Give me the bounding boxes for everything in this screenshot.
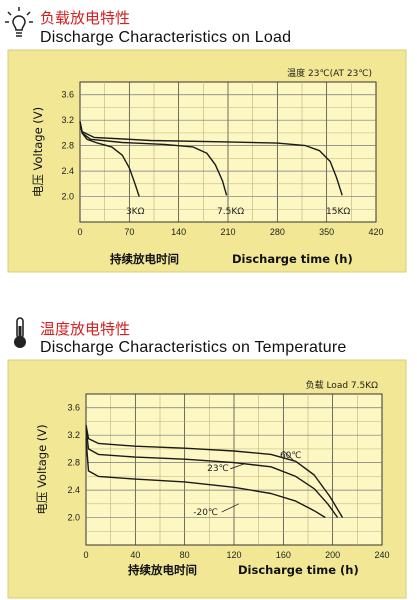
y-tick-label: 2.0 [67,513,80,523]
chart-title-cn: 负载放电特性 [40,9,131,27]
x-axis-label-en: Discharge time (h) [238,563,359,577]
x-tick-label: 200 [325,550,340,560]
x-tick-label: 240 [374,550,389,560]
series-label: 60℃ [280,451,302,461]
x-tick-label: 40 [130,550,140,560]
x-tick-label: 420 [368,227,383,237]
y-tick-label: 3.2 [67,430,80,440]
series-label: 3KΩ [126,207,145,217]
lightbulb-icon [5,7,33,37]
series-label: 23℃ [207,464,229,474]
annotation-pointer [221,503,240,513]
thermometer-icon [14,317,26,348]
x-tick-label: 350 [319,227,334,237]
x-tick-label: 0 [83,550,88,560]
temperature-discharge-chart: 0 40 80 120 160 200 240 2.0 2.4 2.8 3.2 3.6 电压 Volta… [7,359,407,599]
annotation-pointer [283,450,294,461]
x-tick-label: 0 [77,227,82,237]
chart-title-en: Discharge Characteristics on Temperature [40,339,347,356]
x-tick-label: 160 [276,550,291,560]
temperature-chart-section: 温度放电特性 Discharge Characteristics on Temp… [0,312,417,600]
x-tick-label: 140 [171,227,186,237]
y-tick-label: 2.8 [67,458,80,468]
series-line-0 [85,424,344,518]
series-line-2 [79,121,343,196]
y-tick-label: 2.0 [61,192,74,202]
x-axis-label-cn: 持续放电时间 [128,563,197,577]
series-label: -20℃ [193,508,218,518]
y-tick-label: 3.6 [67,403,80,413]
condition-note: 温度 23℃(AT 23℃) [287,67,372,79]
y-axis-label: 电压 Voltage (V) [31,107,45,197]
y-tick-label: 2.4 [61,166,74,176]
chart-title-en: Discharge Characteristics on Load [40,29,292,46]
series-line-1 [79,121,228,196]
y-tick-label: 2.8 [61,141,74,151]
x-tick-label: 280 [270,227,285,237]
annotation-pointer [230,463,245,470]
load-chart-section: 负载放电特性 Discharge Characteristics on Load… [5,7,407,273]
y-axis-label: 电压 Voltage (V) [35,424,49,514]
x-axis-label-en: Discharge time (h) [232,252,353,266]
x-tick-label: 210 [220,227,235,237]
x-tick-label: 80 [180,550,190,560]
load-discharge-chart: 0 70 140 210 280 350 420 2.0 2.4 2.8 3.2 3.6 电压 Volt… [7,49,407,273]
y-tick-label: 3.2 [61,115,74,125]
series-line-1 [85,428,339,518]
chart-title-cn: 温度放电特性 [40,320,131,338]
series-label: 7.5KΩ [217,207,244,217]
y-tick-label: 2.4 [67,485,80,495]
x-tick-label: 70 [124,227,134,237]
condition-note: 负载 Load 7.5KΩ [306,379,379,391]
series-line-2 [85,438,326,519]
series-label: 15KΩ [326,207,350,217]
x-axis-label-cn: 持续放电时间 [110,252,179,266]
y-tick-label: 3.6 [61,90,74,100]
series-line-0 [79,121,140,197]
x-tick-label: 120 [226,550,241,560]
